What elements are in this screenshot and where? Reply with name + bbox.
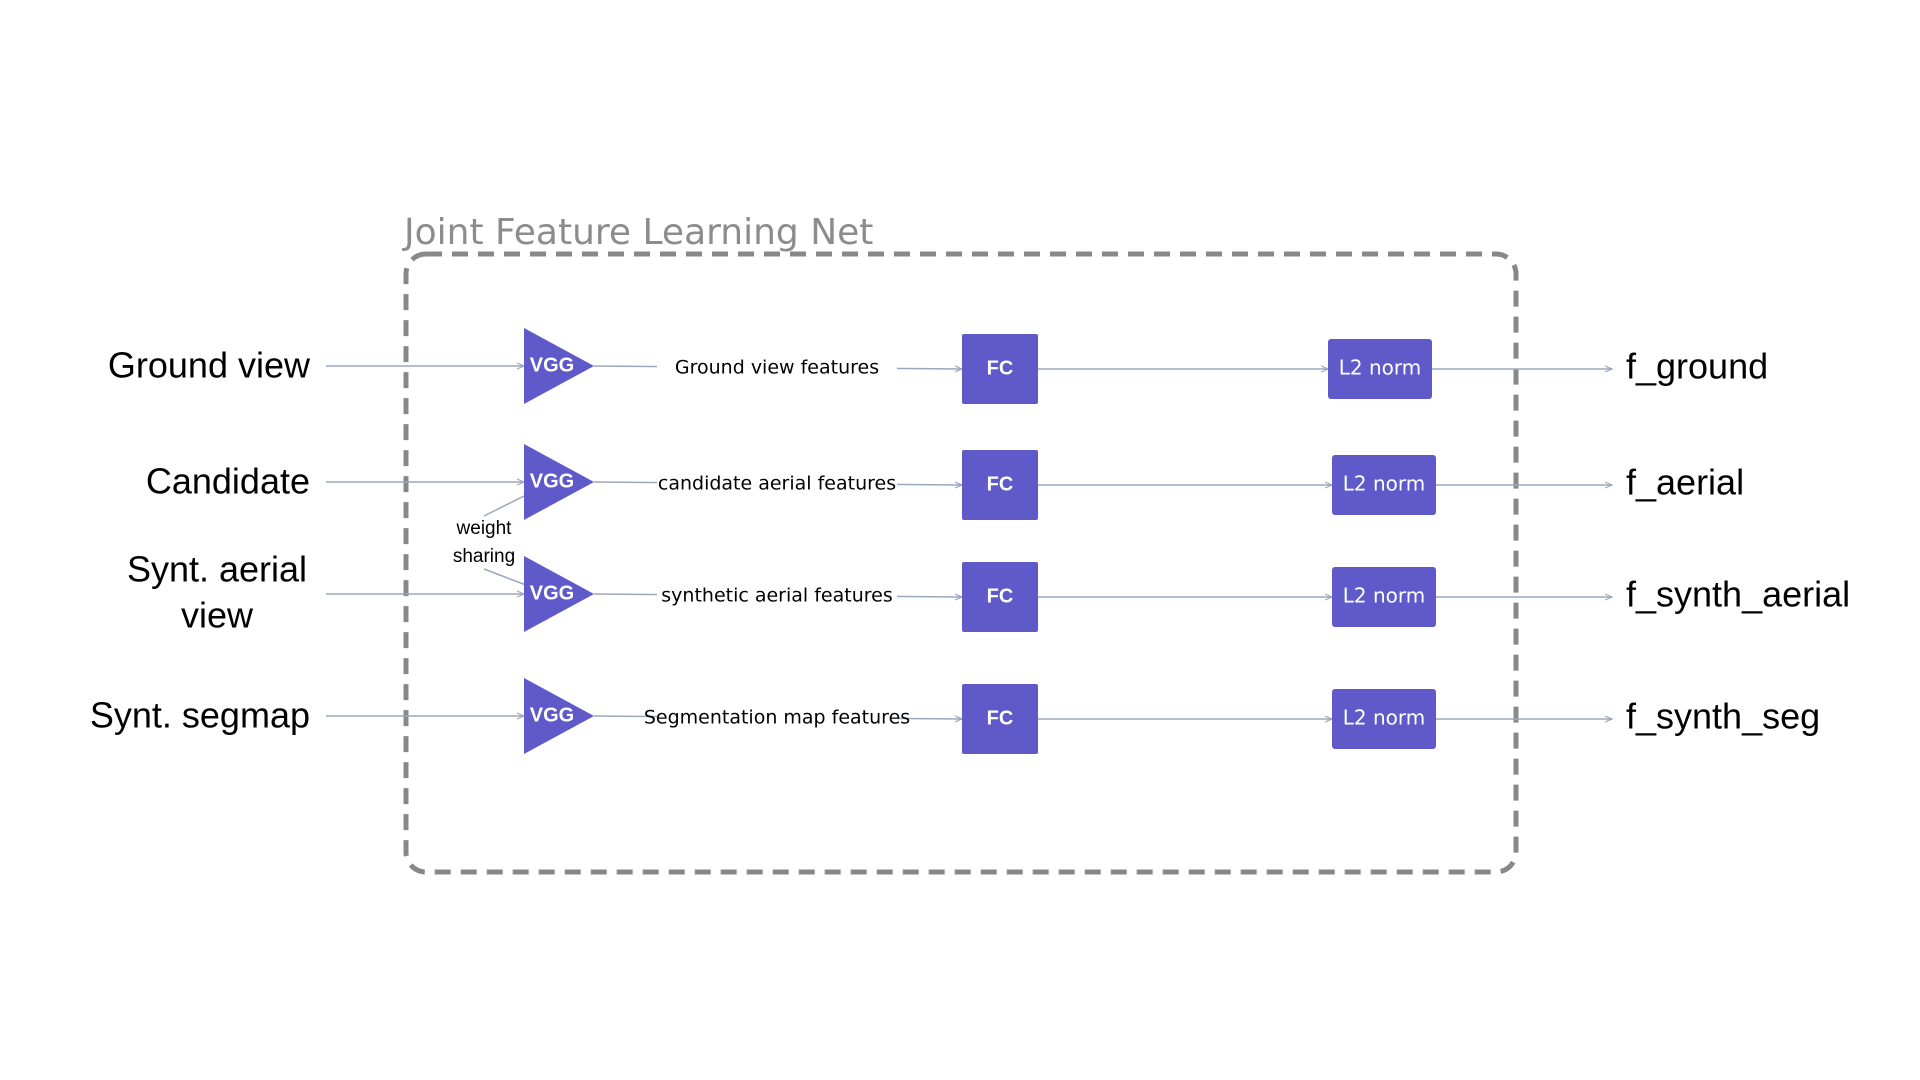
feature-label: Segmentation map features — [644, 707, 910, 729]
input-label: Candidate — [146, 461, 310, 502]
vgg-block — [524, 328, 594, 404]
fc-block — [962, 450, 1038, 520]
output-label: f_ground — [1626, 346, 1768, 387]
joint-net-border — [403, 251, 1519, 875]
fc-label: FC — [987, 707, 1014, 729]
weight-sharing-label-line1: weight — [456, 518, 513, 539]
vgg-label: VGG — [530, 470, 574, 492]
feature-label: candidate aerial features — [658, 473, 896, 495]
vgg-block — [524, 678, 594, 754]
weight-sharing-connector-top — [483, 495, 525, 517]
vgg-label: VGG — [530, 704, 574, 726]
fc-block — [962, 684, 1038, 754]
l2-norm-block — [1328, 339, 1432, 399]
feature-label-bg — [657, 584, 897, 608]
input-label-line1: Synt. aerial — [127, 549, 307, 590]
feature-label-bg — [657, 706, 897, 730]
feature-label-bg — [657, 472, 897, 496]
weight-sharing-label-line2: sharing — [453, 546, 515, 567]
feature-label: Ground view features — [675, 357, 879, 379]
l2-norm-block — [1332, 455, 1436, 515]
input-label: Synt. segmap — [90, 695, 310, 736]
fc-block — [962, 562, 1038, 632]
input-label-line2: view — [181, 595, 254, 636]
input-label: Ground view — [108, 345, 311, 386]
fc-block — [962, 334, 1038, 404]
output-label: f_aerial — [1626, 462, 1744, 503]
feature-label-bg — [657, 356, 897, 380]
joint-net-title: Joint Feature Learning Net — [402, 212, 873, 253]
feature-label: synthetic aerial features — [661, 585, 892, 607]
vgg-block — [524, 556, 594, 632]
output-label: f_synth_seg — [1626, 696, 1820, 737]
fc-label: FC — [987, 357, 1014, 379]
fc-label: FC — [987, 473, 1014, 495]
vgg-label: VGG — [530, 354, 574, 376]
vgg-label: VGG — [530, 582, 574, 604]
l2-norm-block — [1332, 567, 1436, 627]
l2-norm-label: L2 norm — [1343, 584, 1426, 608]
l2-norm-block — [1332, 689, 1436, 749]
output-label: f_synth_aerial — [1626, 574, 1850, 615]
fc-label: FC — [987, 585, 1014, 607]
weight-sharing-connector-bottom — [483, 568, 527, 586]
vgg-block — [524, 444, 594, 520]
l2-norm-label: L2 norm — [1343, 472, 1426, 496]
l2-norm-label: L2 norm — [1343, 706, 1426, 730]
l2-norm-label: L2 norm — [1339, 356, 1422, 380]
